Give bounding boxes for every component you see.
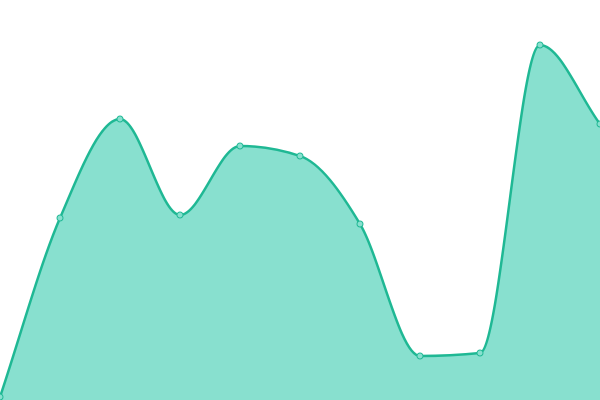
area: [0, 45, 600, 400]
point: [416, 352, 424, 360]
point: [236, 142, 244, 150]
point: [596, 120, 600, 128]
point: [176, 211, 184, 219]
point: [476, 349, 484, 357]
line: [0, 43, 600, 398]
point: [536, 41, 544, 49]
point: [0, 393, 4, 400]
point: [356, 220, 364, 228]
point: [116, 115, 124, 123]
point: [296, 152, 304, 160]
point: [56, 214, 64, 222]
